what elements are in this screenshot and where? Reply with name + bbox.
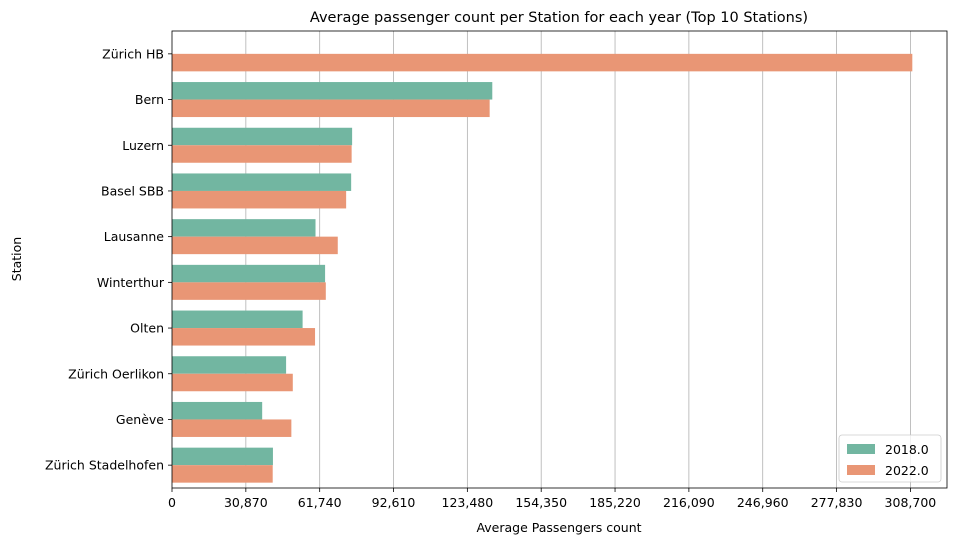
plot-frame (171, 30, 948, 489)
x-tick-label: 246,960 (737, 495, 789, 510)
y-tick-label: Bern (135, 92, 164, 107)
x-tick-label: 123,480 (442, 495, 494, 510)
x-tick-label: 277,830 (811, 495, 863, 510)
y-tick-label: Genève (116, 412, 164, 427)
y-tick-label: Olten (130, 321, 164, 336)
bar-20220-4 (172, 236, 338, 255)
legend-label-2018: 2018.0 (885, 442, 929, 457)
bar-20220-0 (172, 53, 913, 72)
bar-20180-2 (172, 127, 353, 146)
y-tick-label: Basel SBB (101, 183, 164, 198)
bar-20220-2 (172, 145, 352, 163)
y-tick-labels: Zürich HB Bern Luzern Basel SBB Lausanne Wint… (45, 46, 172, 473)
bar-20220-8 (172, 419, 292, 437)
bar-20180-4 (172, 219, 316, 237)
y-tick-label: Lausanne (104, 229, 165, 244)
x-tick-label: 185,220 (589, 495, 641, 510)
bar-20220-5 (172, 282, 326, 300)
bar-20180-9 (172, 447, 273, 466)
x-tick-label: 216,090 (663, 495, 715, 510)
bars-group (172, 53, 913, 483)
x-tick-label: 308,700 (885, 495, 937, 510)
y-tick-label: Luzern (122, 138, 164, 153)
legend-swatch-2018 (847, 444, 875, 454)
x-tick-label: 61,740 (298, 495, 342, 510)
bar-20220-9 (172, 465, 273, 483)
x-tick-label: 92,610 (372, 495, 416, 510)
legend: 2018.0 2022.0 (838, 434, 942, 483)
bar-20220-6 (172, 328, 316, 346)
bar-20220-3 (172, 190, 347, 209)
bar-20220-7 (172, 373, 293, 392)
y-axis-label: Station (9, 237, 24, 281)
bar-20180-3 (172, 173, 352, 191)
x-axis-label: Average Passengers count (476, 520, 641, 535)
bar-20180-5 (172, 264, 326, 283)
y-tick-label: Winterthur (97, 275, 165, 290)
x-tick-label: 0 (168, 495, 176, 510)
y-tick-label: Zürich Stadelhofen (45, 458, 164, 473)
bar-20180-1 (172, 82, 493, 100)
legend-label-2022: 2022.0 (885, 463, 929, 478)
bar-20180-8 (172, 401, 263, 420)
x-tick-label: 30,870 (224, 495, 268, 510)
y-tick-label: Zürich HB (102, 46, 164, 61)
bar-20180-6 (172, 310, 303, 329)
x-tick-labels: 0 30,870 61,740 92,610 123,480 154,350 185,220… (168, 488, 936, 510)
y-tick-label: Zürich Oerlikon (68, 366, 164, 381)
bar-20220-1 (172, 99, 490, 118)
legend-swatch-2022 (847, 465, 875, 475)
x-tick-label: 154,350 (515, 495, 567, 510)
chart-title: Average passenger count per Station for … (310, 10, 808, 26)
bar-20180-7 (172, 356, 287, 374)
